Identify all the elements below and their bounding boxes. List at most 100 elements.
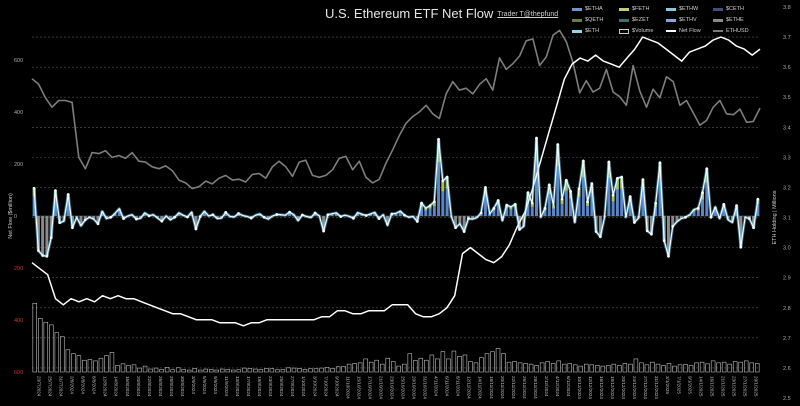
- netflow-bar-etha: [696, 210, 700, 216]
- netflow-bar-etha: [509, 209, 513, 216]
- netflow-bar-etha: [398, 212, 402, 216]
- netflow-bar-ethe: [462, 216, 466, 232]
- legend-item-netflow[interactable]: Net Flow: [666, 28, 701, 34]
- netflow-point: [705, 167, 709, 170]
- netflow-bar-etha: [611, 201, 615, 216]
- volume-bar: [379, 363, 385, 373]
- netflow-bar-feth: [535, 138, 538, 162]
- netflow-point: [49, 236, 53, 240]
- legend-label: $ETHW: [679, 6, 699, 12]
- netflow-bar-etha: [590, 193, 594, 216]
- volume-bar: [451, 350, 457, 373]
- volume-bar: [175, 367, 181, 373]
- volume-bar: [539, 362, 545, 373]
- volume-bar: [54, 332, 60, 373]
- legend-item-volume[interactable]: $Volume: [619, 28, 653, 34]
- x-tick-label: 7/1/2025: [676, 376, 681, 394]
- volume-bar: [98, 357, 104, 373]
- netflow-bar-etha: [428, 208, 432, 216]
- x-tick-label: 29/10/2024: [412, 376, 417, 399]
- netflow-point: [564, 178, 568, 182]
- legend-item-etha[interactable]: $ETHA: [572, 6, 603, 12]
- volume-bar: [170, 369, 175, 373]
- netflow-point: [433, 200, 436, 203]
- volume-bar: [661, 365, 666, 373]
- legend-item-ethw[interactable]: $ETHW: [666, 6, 698, 12]
- legend-item-ethusd[interactable]: ETHUSD: [713, 28, 749, 34]
- netflow-point: [479, 211, 483, 215]
- netflow-bar-etha: [543, 210, 547, 216]
- netflow-point: [530, 201, 534, 205]
- netflow-point: [560, 197, 564, 201]
- legend-label: $ETHV: [679, 17, 697, 23]
- netflow-bar-ethe: [75, 216, 79, 218]
- volume-bar: [561, 363, 567, 373]
- volume-bar: [705, 363, 710, 373]
- netflow-bar-ethe: [739, 216, 743, 248]
- netflow-point: [526, 191, 530, 194]
- netflow-bar-ethe: [752, 216, 756, 228]
- netflow-bar-etha: [330, 214, 334, 216]
- volume-bar: [506, 361, 512, 373]
- legend-swatch: [666, 30, 676, 32]
- legend-swatch: [619, 7, 629, 11]
- netflow-point: [109, 216, 113, 219]
- chart-title: U.S. Ethereum ETF Net Flow Trader T@thepf…: [325, 6, 558, 21]
- y2-tick-label: 3.1: [783, 216, 791, 222]
- legend-item-ezet[interactable]: $EZET: [619, 17, 649, 23]
- legend-item-eth[interactable]: $ETH: [572, 28, 599, 34]
- netflow-bar-feth: [615, 178, 619, 190]
- volume-bar: [82, 359, 87, 373]
- netflow-bar-etha: [445, 188, 449, 216]
- netflow-bar-etha: [496, 205, 500, 216]
- netflow-point: [577, 187, 581, 190]
- volume-bar: [43, 321, 49, 373]
- netflow-bar-ethe: [743, 216, 747, 218]
- netflow-point: [611, 193, 615, 197]
- netflow-point: [662, 239, 666, 242]
- volume-bar: [738, 361, 743, 373]
- x-tick-label: 29/1/2025: [753, 376, 758, 397]
- y-tick-label: 200: [14, 266, 23, 272]
- x-tick-label: 21/10/2024: [378, 376, 383, 399]
- credit-link[interactable]: Trader T@thepfund: [497, 11, 559, 19]
- netflow-line: [33, 137, 759, 257]
- netflow-bar-ethe: [105, 216, 108, 219]
- volume-bar: [523, 363, 528, 373]
- legend-label: $FETH: [632, 6, 650, 12]
- volume-bar: [109, 352, 115, 373]
- netflow-bar-etha: [530, 206, 534, 216]
- netflow-point: [735, 204, 738, 207]
- legend-item-feth[interactable]: $FETH: [619, 6, 649, 12]
- netflow-point: [616, 177, 619, 180]
- volume-bar: [87, 359, 93, 373]
- y2-tick-label: 3.8: [783, 5, 791, 11]
- volume-bar: [297, 368, 302, 373]
- x-tick-label: 28/11/2024: [533, 376, 538, 399]
- legend-item-ethv[interactable]: $ETHV: [666, 17, 697, 23]
- netflow-bar-etha: [577, 196, 581, 216]
- legend-label: $QETH: [585, 17, 604, 23]
- volume-bar: [357, 362, 363, 373]
- x-tick-label: 31/10/2024: [423, 376, 428, 399]
- volume-bar: [368, 361, 374, 373]
- y2-tick-label: 2.5: [783, 396, 791, 402]
- legend-item-qeth[interactable]: $QETH: [572, 17, 603, 23]
- volume-bar: [242, 367, 247, 373]
- volume-bar: [573, 364, 578, 373]
- y2-tick-label: 3.5: [783, 95, 791, 101]
- x-tick-label: 12/11/2024: [467, 376, 472, 399]
- x-tick-label: 28/8/2024: [169, 376, 174, 397]
- x-tick-label: 4/11/2024: [434, 376, 439, 397]
- netflow-bar-ethe: [679, 216, 683, 219]
- netflow-point: [66, 193, 70, 196]
- volume-bar: [402, 363, 407, 373]
- netflow-bar-ethe: [666, 216, 670, 257]
- volume-bar: [567, 363, 572, 373]
- volume-bar: [595, 365, 600, 373]
- legend-item-ceth[interactable]: $CETH: [713, 6, 744, 12]
- legend-item-ethe[interactable]: $ETHE: [713, 17, 744, 23]
- netflow-bar-ethe: [83, 216, 87, 220]
- x-tick-label: 12/8/2024: [103, 376, 108, 397]
- netflow-point: [513, 203, 517, 206]
